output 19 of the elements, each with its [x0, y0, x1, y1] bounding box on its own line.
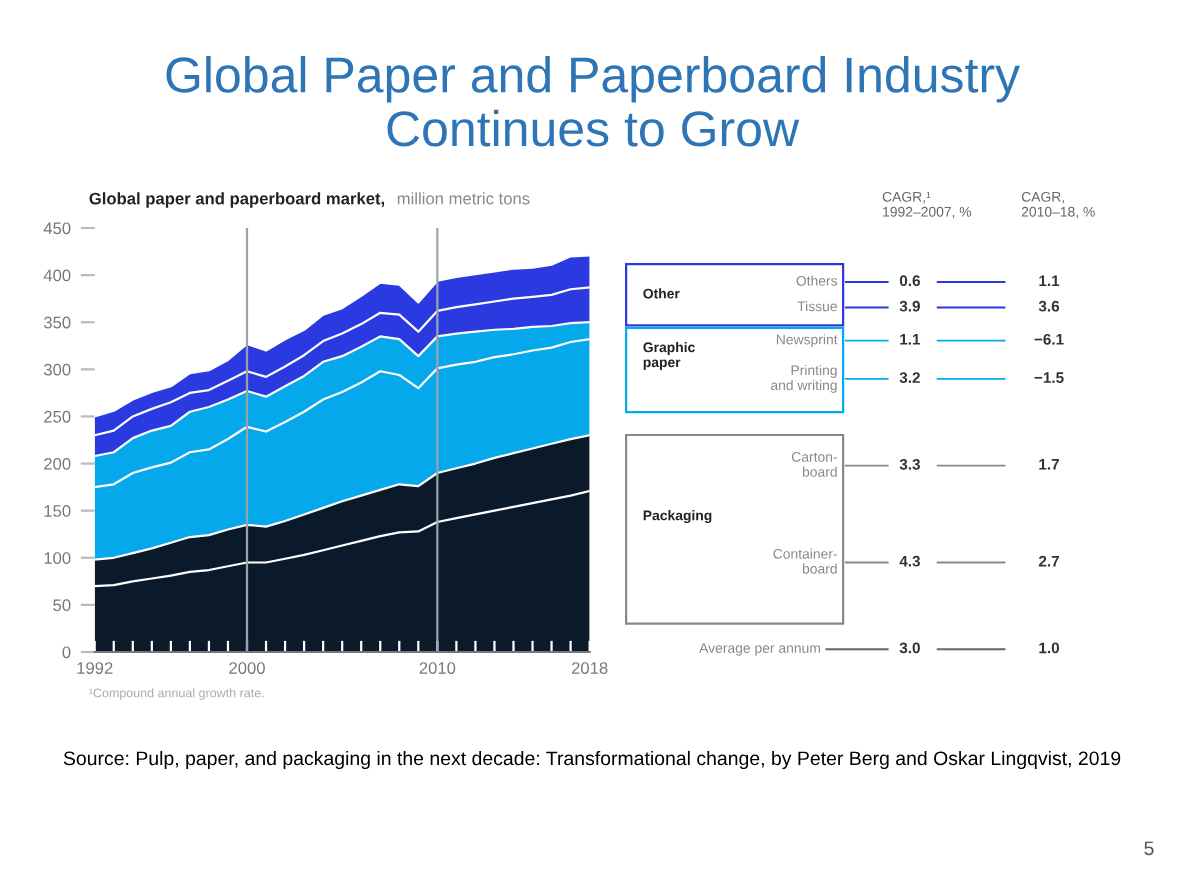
text: 5 [1144, 841, 1154, 856]
y-tick-label: 400 [43, 269, 71, 282]
y-tick-label: 150 [44, 505, 71, 517]
y-tick-label: 350 [43, 316, 71, 329]
x-tick-label: 1992 [77, 662, 113, 674]
chart-subtitle: Global paper and paperboard market, [89, 192, 385, 208]
y-tick-label: 250 [44, 410, 71, 423]
source-note: Source: Pulp, paper, and packaging in the next decade: Transformational change, by Peter Berg and Oskar Lingqvist, 2019 [63, 750, 1121, 770]
y-tick-label: 100 [44, 552, 71, 564]
y-tick-label: 200 [44, 457, 71, 470]
chart-title: Global Paper and Paperboard Industry Continues to Grow [166, 56, 1020, 147]
x-tick-label: 2000 [229, 662, 265, 674]
x-tick-label: 2018 [571, 662, 608, 674]
y-tick-label: 450 [43, 222, 71, 235]
x-tick-label: 2010 [419, 662, 456, 674]
y-tick-label: 50 [53, 599, 71, 612]
y-tick-label: 300 [43, 363, 71, 376]
y-axis-title: million metric tons [397, 192, 530, 205]
y-tick-label: 0 [62, 646, 71, 659]
